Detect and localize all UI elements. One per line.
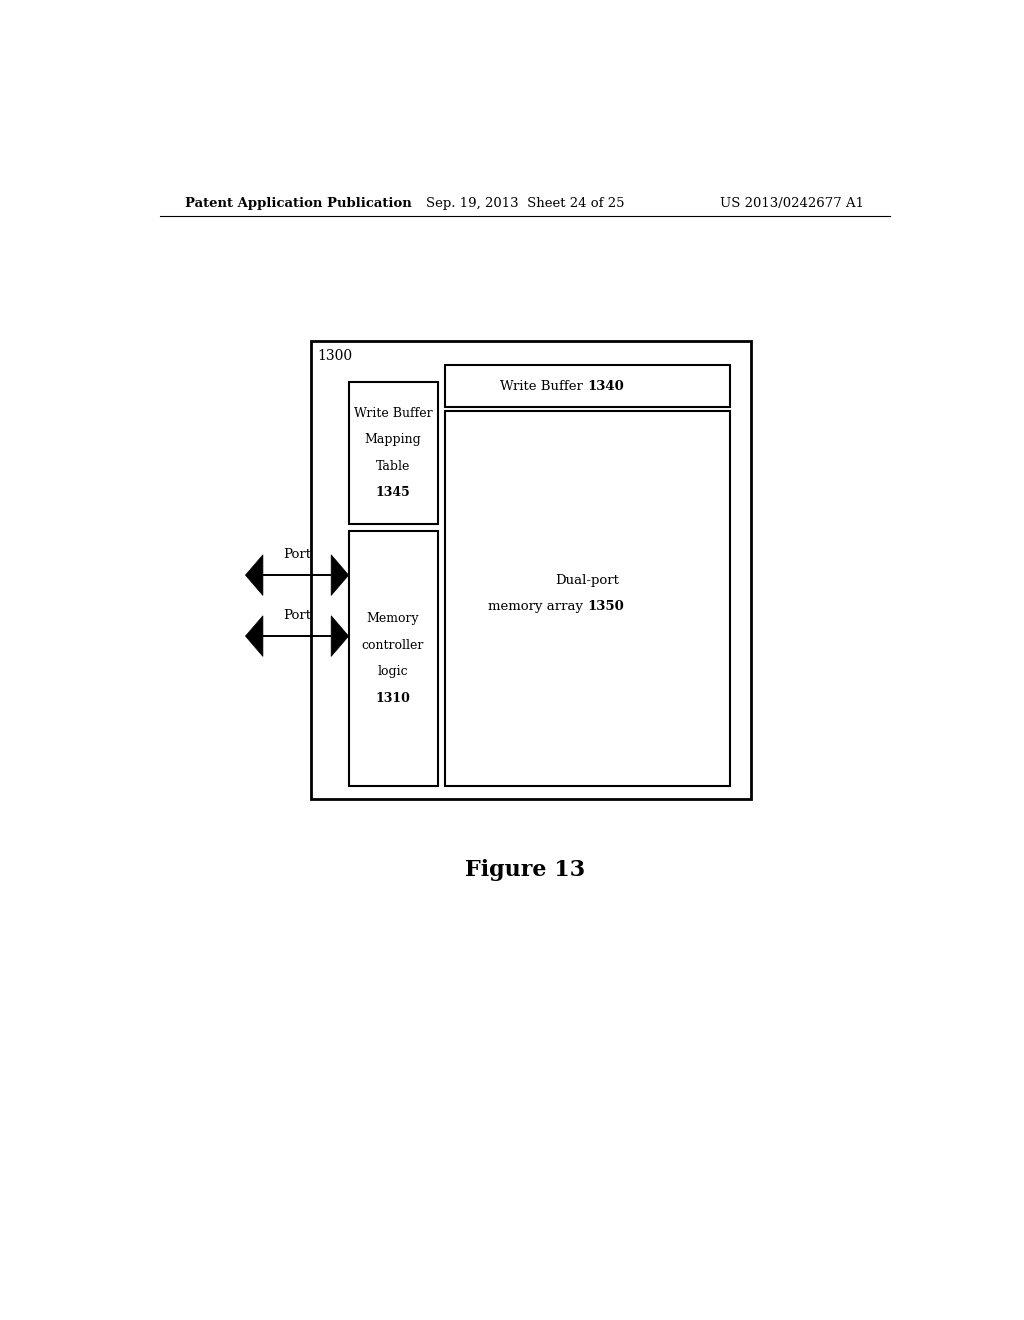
Bar [445,412,729,785]
Text: Port: Port [283,548,311,561]
Text: Figure 13: Figure 13 [465,859,585,880]
Text: logic: logic [378,665,409,678]
Text: 1310: 1310 [376,692,411,705]
Text: Write Buffer: Write Buffer [353,407,432,420]
Polygon shape [331,615,348,656]
Text: Patent Application Publication: Patent Application Publication [185,197,412,210]
Bar [445,364,729,408]
Text: 1350: 1350 [588,601,625,612]
Text: Port: Port [283,609,311,622]
Text: memory array: memory array [488,601,588,612]
Text: Sep. 19, 2013  Sheet 24 of 25: Sep. 19, 2013 Sheet 24 of 25 [426,197,624,210]
Text: controller: controller [361,639,424,652]
Polygon shape [246,554,263,595]
Text: Dual-port: Dual-port [556,574,620,586]
Text: 1340: 1340 [588,380,625,392]
Text: US 2013/0242677 A1: US 2013/0242677 A1 [721,197,864,210]
Bar [348,381,437,524]
Text: 1300: 1300 [316,350,352,363]
Text: Write Buffer: Write Buffer [501,380,588,392]
Polygon shape [246,615,263,656]
Bar [348,532,437,785]
Text: Memory: Memory [367,612,420,626]
Text: 1345: 1345 [376,486,411,499]
Polygon shape [331,554,348,595]
Text: Mapping: Mapping [365,433,422,446]
Bar [310,342,751,799]
Text: Table: Table [376,459,411,473]
